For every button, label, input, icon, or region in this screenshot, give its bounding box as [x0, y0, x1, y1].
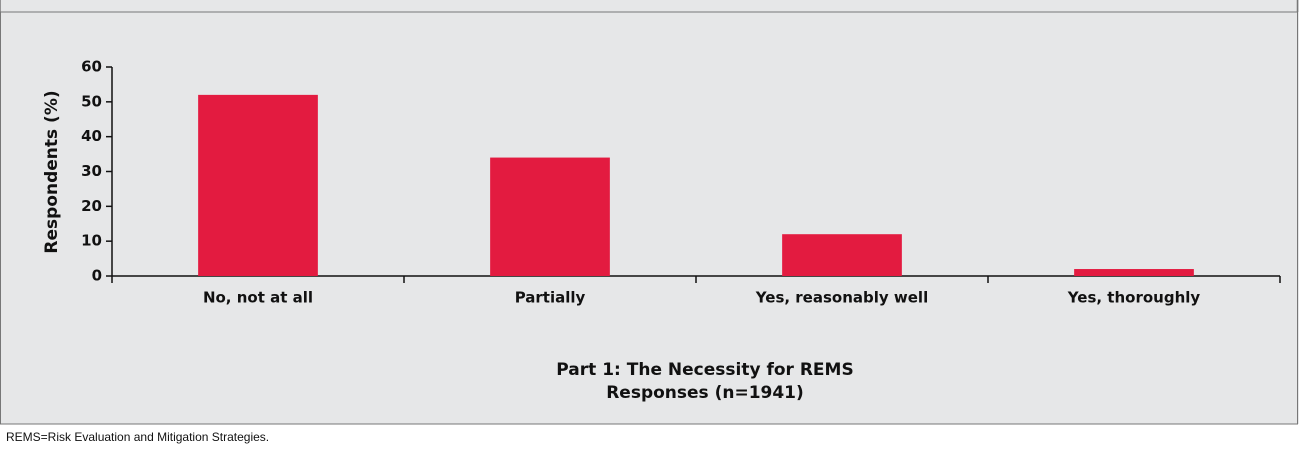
x-axis-label: Part 1: The Necessity for REMS [556, 360, 853, 380]
y-tick-label: 30 [81, 162, 102, 180]
x-tick-label: Yes, reasonably well [755, 289, 928, 307]
x-tick-label: No, not at all [203, 289, 313, 307]
bar [782, 234, 902, 276]
y-tick-label: 50 [81, 92, 102, 110]
x-tick-label: Partially [515, 289, 586, 307]
chart-frame [0, 11, 1298, 425]
y-axis-label: Respondents (%) [42, 90, 62, 253]
bar [1074, 269, 1194, 276]
bar [490, 157, 610, 276]
y-tick-label: 10 [81, 232, 102, 250]
y-tick-label: 60 [81, 58, 102, 76]
bar [198, 94, 318, 276]
y-tick-label: 40 [81, 127, 102, 145]
footnote: REMS=Risk Evaluation and Mitigation Stra… [6, 430, 269, 444]
x-tick-label: Yes, thoroughly [1067, 289, 1201, 307]
y-tick-label: 0 [92, 267, 102, 285]
y-tick-label: 20 [81, 197, 102, 215]
x-axis-label: Responses (n=1941) [606, 383, 804, 403]
